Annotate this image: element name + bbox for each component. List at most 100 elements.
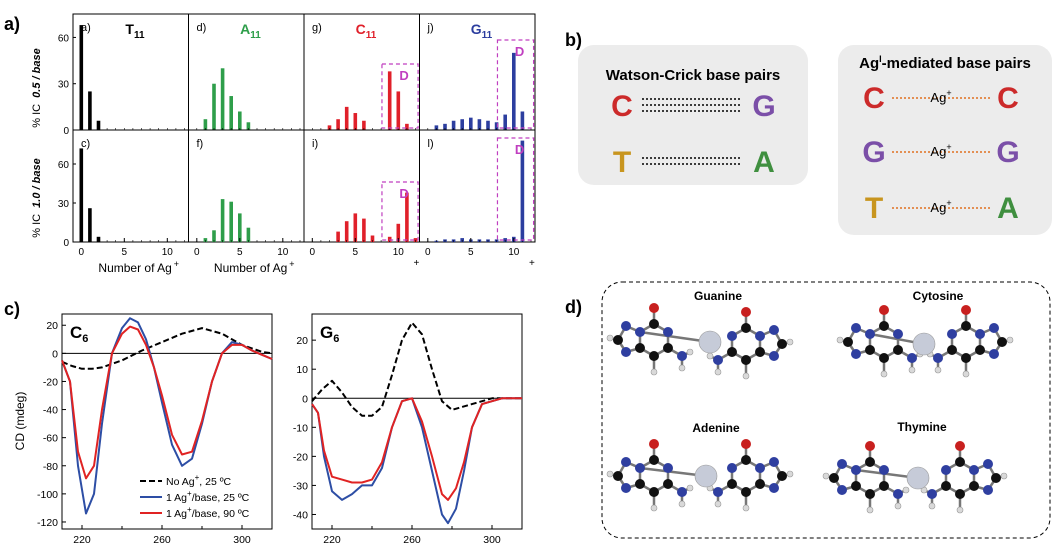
hist-frame	[188, 129, 305, 243]
x-tick-label: 0	[79, 247, 85, 258]
atom-n	[663, 327, 673, 337]
atom-h	[880, 370, 888, 378]
atom-o	[879, 305, 889, 315]
wc-base-right: A	[753, 146, 775, 179]
atom-n	[621, 457, 631, 467]
adenine-pair	[606, 439, 794, 512]
atom-c	[843, 337, 853, 347]
panel-label-d: d)	[565, 297, 582, 317]
atom-h	[1006, 336, 1014, 344]
cd-y-tick-label: -60	[43, 433, 58, 445]
atom-h	[650, 368, 658, 376]
atom-c	[777, 339, 787, 349]
ag-base-right: A	[997, 192, 1019, 225]
ylabel-row-bottom: 1.0 / base	[31, 158, 43, 208]
x-tick-label: 10	[277, 247, 289, 258]
atom-h	[928, 502, 936, 510]
hist-bar	[520, 111, 525, 130]
atom-c	[727, 479, 737, 489]
d-region-box	[381, 181, 419, 241]
cd-series-red	[61, 325, 273, 480]
atom-o	[865, 441, 875, 451]
hist-bar	[96, 120, 101, 130]
atom-c	[941, 481, 951, 491]
atom-h	[866, 506, 874, 514]
atom-o	[649, 303, 659, 313]
x-axis-title: Number of Ag +	[214, 259, 295, 275]
cd-series-dashed	[61, 327, 273, 370]
atom-n	[677, 351, 687, 361]
atom-n	[851, 465, 861, 475]
panel-b: Watson-Crick base pairs AgI-mediated bas…	[578, 45, 1052, 235]
d-region-label: D	[515, 142, 524, 157]
atom-n	[933, 353, 943, 363]
cd-plot-title: G6	[320, 323, 339, 345]
x-tick-label: 5	[353, 247, 359, 258]
hist-bar	[238, 213, 242, 242]
atom-h	[786, 470, 794, 478]
atom-n	[635, 463, 645, 473]
y-tick-label: 60	[58, 160, 70, 171]
hist-bar	[503, 114, 507, 130]
hist-bar	[353, 213, 358, 242]
atom-c	[961, 353, 971, 363]
thymine-pair	[822, 441, 1008, 514]
atom-c	[879, 353, 889, 363]
atom-n	[727, 463, 737, 473]
atom-n	[769, 325, 779, 335]
atom-h	[678, 364, 686, 372]
hist-bar	[88, 208, 92, 242]
cd-series-dashed	[311, 321, 522, 417]
hist-bar	[469, 117, 473, 130]
wc-base-left: T	[613, 146, 631, 179]
bond-stick	[639, 330, 711, 344]
x-axis-plus: +	[529, 258, 535, 269]
atom-c	[777, 471, 787, 481]
atom-n	[635, 327, 645, 337]
atom-h	[742, 504, 750, 512]
atom-n	[927, 489, 937, 499]
cd-y-tick-label: 20	[46, 320, 58, 332]
atom-o	[741, 307, 751, 317]
wc-box	[578, 45, 808, 185]
atom-c	[741, 323, 751, 333]
legend-label: No Ag+, 25 ºC	[166, 473, 232, 488]
hist-bar	[344, 221, 349, 242]
atom-h	[686, 484, 694, 492]
atom-n	[837, 459, 847, 469]
atom-c	[741, 455, 751, 465]
atom-n	[907, 353, 917, 363]
subpanel-label: f)	[197, 138, 204, 150]
cd-y-tick-label: -40	[293, 509, 308, 521]
atom-n	[621, 321, 631, 331]
ag-box	[838, 45, 1052, 235]
cd-y-tick-label: 10	[296, 364, 308, 376]
panel-label-c: c)	[4, 299, 20, 319]
atom-c	[649, 455, 659, 465]
atom-n	[989, 323, 999, 333]
hist-bar	[451, 120, 456, 130]
atom-c	[635, 479, 645, 489]
cd-series-red	[311, 397, 522, 501]
atom-h	[606, 334, 614, 342]
cd-y-tick-label: -100	[37, 489, 58, 501]
hist-bar	[220, 199, 225, 242]
y-tick-label: 30	[58, 199, 70, 210]
atom-n	[677, 487, 687, 497]
hist-bar	[344, 106, 349, 130]
atom-c	[741, 355, 751, 365]
hist-bar	[494, 122, 499, 130]
wc-base-left: C	[611, 90, 633, 123]
d-region-box	[381, 63, 419, 129]
atom-o	[741, 439, 751, 449]
atom-c	[991, 473, 1001, 483]
atom-h	[742, 372, 750, 380]
atom-c	[663, 479, 673, 489]
atom-n	[837, 485, 847, 495]
atom-n	[851, 349, 861, 359]
ylabel-prefix-bottom: % IC	[31, 214, 43, 238]
atom-c	[851, 481, 861, 491]
atom-c	[865, 457, 875, 467]
cd-y-tick-label: -40	[43, 405, 58, 417]
